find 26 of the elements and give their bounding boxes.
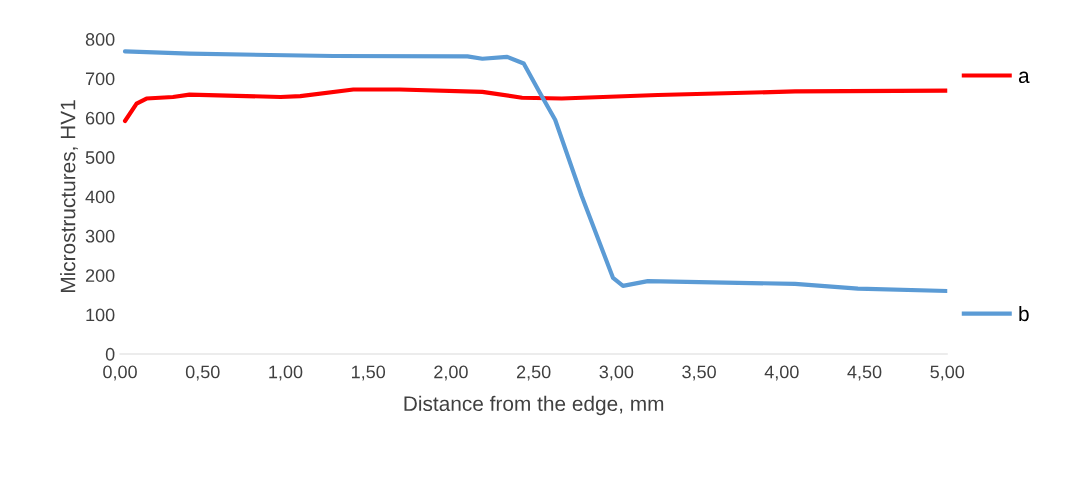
x-tick-label: 0,50 bbox=[185, 365, 220, 381]
y-tick-label: 300 bbox=[85, 229, 115, 243]
x-tick-label: 4,00 bbox=[764, 365, 799, 381]
x-tick-label: 0,00 bbox=[103, 365, 137, 381]
legend-label: a bbox=[1018, 71, 1030, 84]
line-series bbox=[122, 87, 948, 124]
x-tick-label: 3,50 bbox=[682, 365, 716, 381]
y-tick-label: 700 bbox=[85, 72, 115, 86]
y-tick-label: 0 bbox=[105, 347, 115, 361]
x-tick-label: 2,00 bbox=[434, 365, 468, 381]
x-tick-label: 5,00 bbox=[930, 365, 965, 381]
x-tick-label: 3,00 bbox=[599, 365, 634, 381]
x-tick-label: 2,50 bbox=[516, 365, 551, 381]
y-tick-label: 200 bbox=[85, 269, 115, 282]
y-tick-label: 500 bbox=[85, 151, 115, 164]
y-tick-label: 100 bbox=[86, 308, 115, 322]
y-tick-label: 800 bbox=[85, 33, 115, 46]
x-tick-label: 1,00 bbox=[269, 365, 303, 381]
y-tick-label: 400 bbox=[85, 190, 115, 204]
y-axis-title: Microstructures, HV1 bbox=[60, 100, 78, 293]
line-series bbox=[122, 49, 948, 294]
y-tick-label: 600 bbox=[85, 111, 115, 125]
x-axis-title: Distance from the edge, mm bbox=[404, 395, 664, 416]
x-tick-label: 4,50 bbox=[847, 365, 882, 381]
x-tick-label: 1,50 bbox=[352, 365, 386, 381]
legend-label: b bbox=[1019, 305, 1029, 322]
